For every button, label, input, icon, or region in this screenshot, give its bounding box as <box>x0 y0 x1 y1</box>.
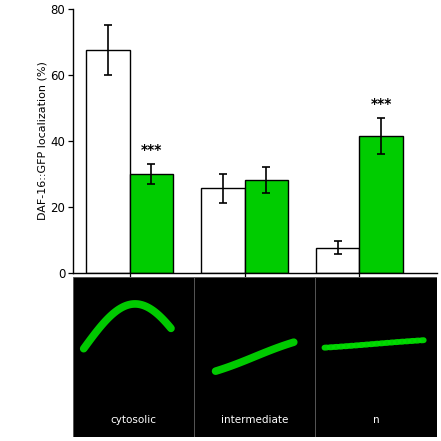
Bar <box>194 277 315 437</box>
Bar <box>86 50 130 273</box>
Y-axis label: DAF-16::GFP localization (%): DAF-16::GFP localization (%) <box>37 61 48 220</box>
Text: intermediate: intermediate <box>221 415 288 426</box>
Bar <box>73 277 194 437</box>
Text: n: n <box>373 415 379 426</box>
Text: ***: *** <box>141 143 162 157</box>
Bar <box>201 188 244 273</box>
Text: cytosolic: cytosolic <box>110 415 157 426</box>
Bar <box>244 180 288 273</box>
Bar <box>316 248 359 273</box>
Bar <box>315 277 437 437</box>
Text: ***: *** <box>370 97 392 111</box>
Bar <box>130 174 173 273</box>
Bar <box>359 136 403 273</box>
